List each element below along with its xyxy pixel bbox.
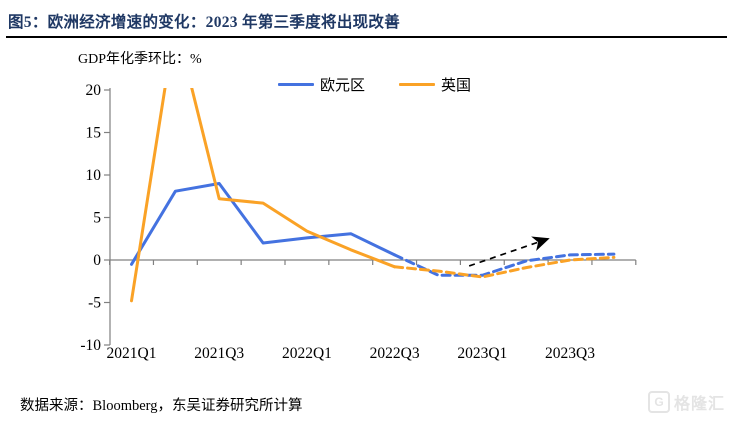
brand-name: 格隆汇 xyxy=(673,396,725,413)
x-axis-tick-label: 2023Q3 xyxy=(545,345,595,362)
brand-watermark: G 格隆汇 xyxy=(647,390,725,414)
x-axis-tick-label: 2022Q1 xyxy=(282,345,332,362)
eurozone-line-swatch-icon xyxy=(278,83,314,86)
x-axis-tick-label: 2023Q1 xyxy=(457,345,507,362)
y-axis-tick-label: 5 xyxy=(93,210,101,227)
y-axis-tick-label: 15 xyxy=(86,125,102,142)
uk-line-swatch-icon xyxy=(399,83,436,86)
x-axis-tick-label: 2022Q3 xyxy=(370,345,420,362)
figure-title: 图5：欧洲经济增速的变化：2023 年第三季度将出现改善 xyxy=(8,14,401,31)
x-axis-tick-label: 2021Q3 xyxy=(194,345,244,362)
title-divider xyxy=(6,36,727,38)
chart-legend: 欧元区 英国 xyxy=(278,74,471,95)
y-axis-tick-label: 20 xyxy=(86,82,102,99)
legend-item-eurozone: 欧元区 xyxy=(278,74,365,95)
legend-item-uk: 英国 xyxy=(399,74,471,95)
legend-label-uk: 英国 xyxy=(441,78,472,94)
y-axis-tick-label: 0 xyxy=(93,252,101,269)
improvement-trend-arrow xyxy=(468,236,550,267)
gelonghui-logo-icon: G xyxy=(647,391,670,413)
legend-label-eurozone: 欧元区 xyxy=(320,78,366,94)
y-axis-tick-label: 10 xyxy=(86,167,102,184)
x-axis-tick-label: 2021Q1 xyxy=(107,345,157,362)
series-line-0-forecast xyxy=(393,252,616,277)
data-source-note: 数据来源：Bloomberg，东吴证券研究所计算 xyxy=(20,398,303,414)
y-axis-unit-label: GDP年化季环比：% xyxy=(78,52,202,67)
series-line-0-actual xyxy=(130,182,397,266)
y-axis-tick-label: -10 xyxy=(80,337,101,354)
series-line-1-forecast xyxy=(393,255,616,279)
series-line-1-actual xyxy=(130,88,397,303)
y-axis-tick-label: -5 xyxy=(88,295,101,312)
